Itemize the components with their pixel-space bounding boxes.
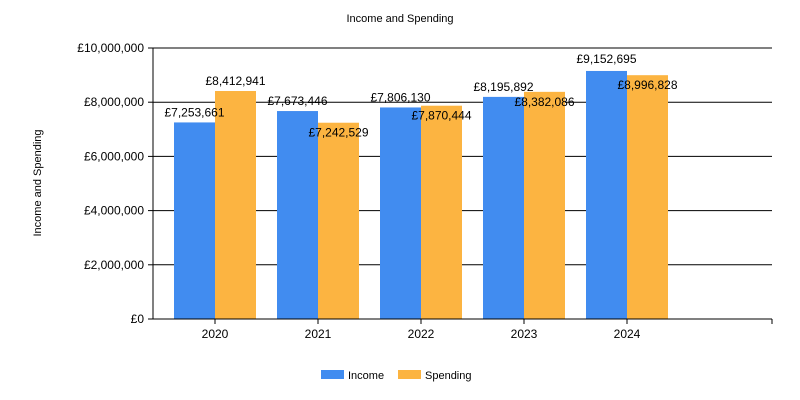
bar-spending-2023 bbox=[524, 91, 565, 320]
x-tick-label: 2023 bbox=[511, 327, 538, 341]
x-tick-label: 2021 bbox=[305, 327, 332, 341]
y-tick-label: £2,000,000 bbox=[84, 258, 144, 272]
bar-income-2021 bbox=[277, 111, 318, 319]
bar-income-2023 bbox=[483, 96, 524, 319]
y-axis-title: Income and Spending bbox=[32, 129, 44, 236]
bar-value-labels: £7,253,661 £7,673,446 £7,806,130 £8,195,892… bbox=[164, 52, 677, 140]
bar-income-2022 bbox=[380, 107, 421, 319]
bar-value-label: £7,673,446 bbox=[267, 94, 327, 108]
bar-value-label: £8,382,086 bbox=[514, 95, 574, 109]
legend-label-income: Income bbox=[348, 370, 384, 382]
y-tick-label: £10,000,000 bbox=[77, 41, 144, 55]
legend: Income Spending bbox=[321, 370, 472, 382]
y-tick-label: £8,000,000 bbox=[84, 95, 144, 109]
bar-value-label: £8,195,892 bbox=[473, 80, 533, 94]
bar-value-label: £7,253,661 bbox=[164, 105, 224, 119]
y-tick-label: £0 bbox=[131, 312, 145, 326]
bar-value-label: £8,412,941 bbox=[205, 74, 265, 88]
bar-spending-2020 bbox=[215, 91, 256, 319]
bars bbox=[174, 70, 668, 320]
y-tick-label: £6,000,000 bbox=[84, 149, 144, 163]
grid-lines bbox=[153, 47, 772, 266]
bar-income-2024 bbox=[586, 70, 627, 319]
legend-label-spending: Spending bbox=[425, 370, 472, 382]
y-axis-ticks: £0 £2,000,000 £4,000,000 £6,000,000 £8,000,0… bbox=[77, 41, 153, 326]
bar-spending-2024 bbox=[627, 75, 668, 319]
x-tick-label: 2024 bbox=[614, 327, 641, 341]
bar-value-label: £8,996,828 bbox=[617, 78, 677, 92]
x-tick-label: 2022 bbox=[408, 327, 435, 341]
y-tick-label: £4,000,000 bbox=[84, 204, 144, 218]
x-tick-label: 2020 bbox=[202, 327, 229, 341]
x-axis-ticks: 2020 2021 2022 2023 2024 bbox=[202, 319, 641, 341]
bar-income-2020 bbox=[174, 122, 215, 320]
bar-value-label: £7,242,529 bbox=[308, 126, 368, 140]
legend-swatch-income bbox=[321, 370, 344, 379]
bar-spending-2021 bbox=[318, 122, 359, 319]
legend-swatch-spending bbox=[398, 370, 421, 379]
bar-value-label: £7,870,444 bbox=[411, 109, 471, 123]
bar-value-label: £9,152,695 bbox=[576, 52, 636, 66]
axes bbox=[152, 48, 773, 324]
bar-spending-2022 bbox=[421, 105, 462, 319]
bar-value-label: £7,806,130 bbox=[370, 90, 430, 104]
chart-title: Income and Spending bbox=[346, 13, 453, 25]
